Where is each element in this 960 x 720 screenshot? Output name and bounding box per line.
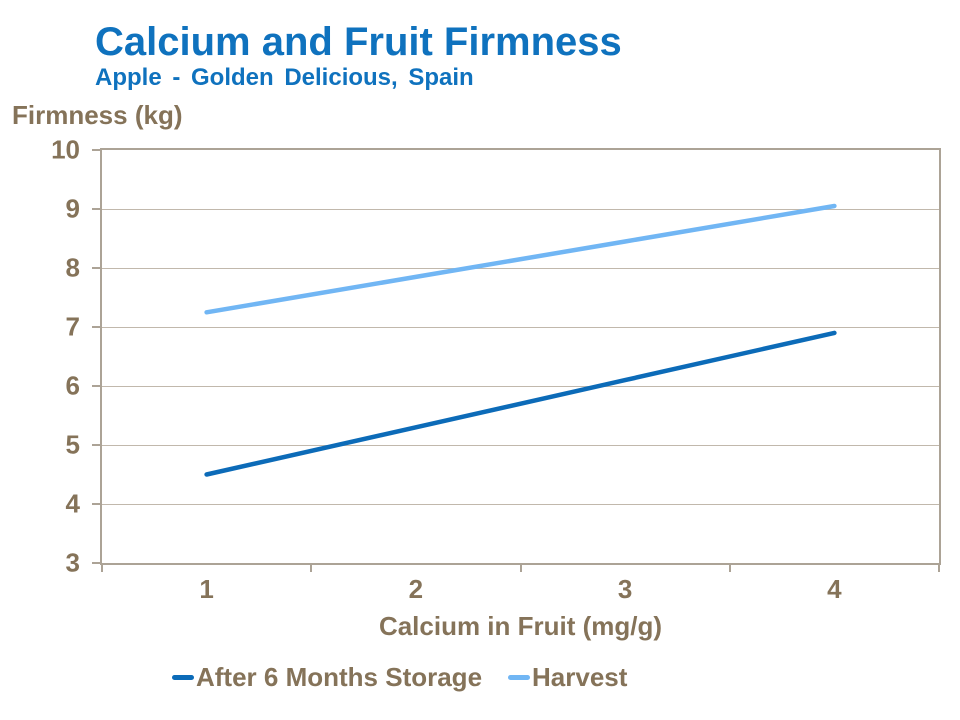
series-line-0 [204, 330, 837, 477]
y-axis-tick [92, 385, 102, 387]
legend-label: Harvest [532, 662, 628, 692]
y-tick-label: 8 [65, 252, 80, 283]
legend-label: After 6 Months Storage [196, 662, 483, 692]
legend-item-harvest: Harvest [508, 664, 627, 690]
y-tick-label: 5 [65, 429, 80, 460]
y-axis-tick [92, 562, 102, 564]
y-axis-title: Firmness (kg) [12, 100, 183, 130]
legend-line-swatch-icon [508, 674, 531, 680]
x-axis-tick [310, 565, 313, 572]
y-axis-tick [92, 503, 102, 505]
y-axis-tick [92, 266, 102, 269]
x-axis-tick [938, 565, 940, 572]
x-axis-labels: 1 2 3 4 [102, 574, 939, 604]
x-tick-label: 1 [199, 574, 214, 604]
x-axis-tick [728, 565, 731, 572]
y-axis-tick [92, 325, 102, 328]
y-axis-tick [92, 149, 102, 151]
plot-area [92, 148, 941, 572]
y-tick-label: 9 [65, 193, 80, 224]
chart-title: Calcium and Fruit Firmness [95, 20, 622, 64]
x-tick-label: 4 [827, 574, 842, 604]
x-tick-label: 2 [408, 574, 424, 604]
series-line-1 [204, 203, 837, 315]
y-axis-tick [92, 207, 102, 210]
gridline [102, 445, 939, 446]
gridline [102, 208, 939, 210]
y-axis-tick [92, 444, 102, 446]
x-axis-tick [101, 565, 103, 572]
legend-line-swatch-icon [172, 674, 194, 680]
y-axis-labels: 10 9 8 7 6 5 4 3 [24, 135, 80, 578]
y-tick-label: 3 [65, 547, 80, 578]
x-tick-label: 3 [617, 574, 633, 604]
series-lines [204, 203, 837, 477]
gridline [102, 386, 939, 387]
gridline [102, 326, 939, 328]
y-tick-label: 7 [65, 311, 80, 342]
legend: After 6 Months Storage Harvest [172, 664, 627, 690]
y-tick-label: 4 [65, 488, 80, 519]
gridline [102, 504, 939, 505]
header: Calcium and Fruit Firmness Apple - Golde… [95, 22, 622, 90]
x-axis-tick [519, 565, 522, 572]
y-tick-label: 6 [65, 370, 80, 401]
gridline [102, 267, 939, 269]
chart-subtitle: Apple - Golden Delicious, Spain [95, 64, 474, 91]
y-tick-label: 10 [51, 134, 80, 165]
legend-item-after-6-months-storage: After 6 Months Storage [172, 664, 482, 690]
x-axis-title: Calcium in Fruit (mg/g) [378, 611, 663, 641]
